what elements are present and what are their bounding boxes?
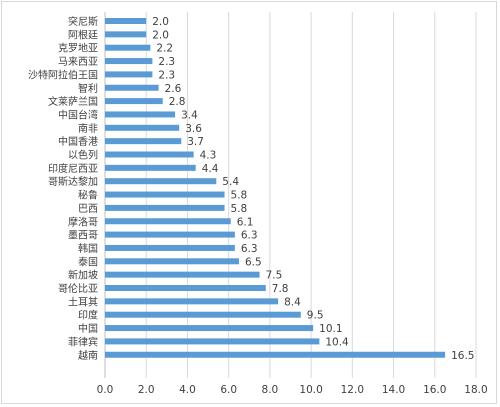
bar [105, 164, 196, 171]
x-tick-label: 12.0 [341, 384, 364, 396]
category-label: 中国 [78, 322, 98, 335]
bar [105, 151, 194, 158]
bar [105, 178, 217, 185]
data-label: 5.8 [231, 190, 248, 202]
bar [105, 71, 153, 78]
category-label: 印度尼西亚 [48, 162, 98, 175]
bar [105, 244, 235, 251]
data-label: 6.1 [237, 216, 254, 228]
bar [105, 44, 151, 51]
data-label: 2.6 [165, 83, 182, 95]
category-label: 马来西亚 [58, 56, 98, 68]
category-label: 哥伦比亚 [58, 282, 98, 295]
category-label: 秘鲁 [78, 189, 98, 202]
category-label: 土耳其 [68, 295, 98, 308]
data-label: 5.8 [231, 203, 248, 215]
bar [105, 138, 182, 145]
bar [105, 58, 153, 65]
category-label: 智利 [78, 82, 98, 95]
bar [105, 258, 239, 265]
data-label: 2.0 [152, 16, 169, 28]
bar [105, 325, 314, 332]
bar-chart: 2.02.02.22.32.32.62.83.43.63.74.34.45.45… [28, 12, 488, 396]
data-label: 10.1 [319, 323, 342, 335]
bar [105, 311, 301, 318]
bar [105, 298, 279, 305]
category-label: 摩洛哥 [68, 215, 98, 228]
x-tick-label: 14.0 [382, 384, 405, 396]
category-label: 突尼斯 [68, 15, 98, 28]
data-label: 7.8 [272, 283, 289, 295]
category-label: 中国台湾 [58, 108, 98, 121]
bar [105, 231, 235, 238]
x-tick-label: 4.0 [179, 384, 196, 396]
data-label: 2.3 [158, 69, 175, 81]
data-label: 3.7 [187, 136, 204, 148]
category-label: 巴西 [78, 203, 98, 215]
data-label: 10.4 [325, 336, 349, 348]
x-tick-label: 6.0 [220, 384, 237, 396]
data-label: 8.4 [284, 296, 301, 308]
data-label: 6.3 [241, 243, 258, 255]
bar [105, 31, 147, 38]
bar [105, 98, 163, 105]
category-label: 越南 [78, 349, 98, 362]
category-label: 印度 [78, 309, 98, 322]
category-label: 墨西哥 [68, 230, 98, 242]
data-label: 4.4 [202, 163, 219, 175]
category-labels: 突尼斯阿根廷克罗地亚马来西亚沙特阿拉伯王国智利文莱萨兰国中国台湾南非中国香港以色… [28, 15, 98, 362]
bar [105, 18, 147, 24]
data-label: 2.8 [169, 96, 186, 108]
bars [105, 18, 446, 358]
category-label: 克罗地亚 [58, 42, 98, 55]
x-tick-label: 18.0 [464, 384, 487, 396]
category-label: 泰国 [78, 255, 98, 268]
bar [105, 191, 225, 198]
data-label: 2.0 [152, 29, 169, 41]
x-tick-label: 16.0 [423, 384, 446, 396]
category-label: 阿根廷 [68, 28, 98, 41]
bar [105, 111, 176, 118]
x-tick-label: 0.0 [97, 384, 114, 396]
x-tick-label: 8.0 [262, 384, 279, 396]
data-label: 2.3 [158, 56, 175, 68]
bar [105, 84, 159, 91]
x-tick-label: 2.0 [138, 384, 155, 396]
category-label: 文莱萨兰国 [48, 95, 98, 108]
bar [105, 351, 446, 358]
value-labels: 2.02.02.22.32.32.62.83.43.63.74.34.45.45… [152, 16, 474, 362]
bar [105, 271, 260, 278]
bar [105, 338, 320, 345]
x-tick-label: 10.0 [299, 384, 322, 396]
category-label: 沙特阿拉伯王国 [28, 68, 98, 81]
bar [105, 218, 231, 225]
data-label: 7.5 [266, 270, 283, 282]
bar [105, 204, 225, 211]
data-label: 6.3 [241, 230, 258, 242]
category-label: 新加坡 [68, 269, 98, 282]
data-label: 6.5 [245, 256, 262, 268]
data-label: 5.4 [222, 176, 239, 188]
bar [105, 285, 266, 291]
category-label: 菲律宾 [68, 335, 98, 348]
data-label: 4.3 [200, 150, 217, 162]
category-label: 以色列 [68, 149, 98, 162]
x-axis-ticks: 0.0 2.0 4.0 6.0 8.0 10.0 12.0 14.0 16.0 18.0 [97, 384, 488, 396]
category-label: 南非 [78, 122, 98, 135]
data-label: 3.4 [181, 109, 198, 121]
data-label: 9.5 [307, 310, 324, 322]
category-label: 中国香港 [58, 135, 98, 148]
bar [105, 124, 180, 131]
category-label: 哥斯达黎加 [48, 175, 98, 188]
category-label: 韩国 [78, 242, 98, 255]
data-label: 3.6 [185, 123, 202, 135]
data-label: 2.2 [156, 43, 173, 55]
data-label: 16.5 [451, 350, 474, 362]
